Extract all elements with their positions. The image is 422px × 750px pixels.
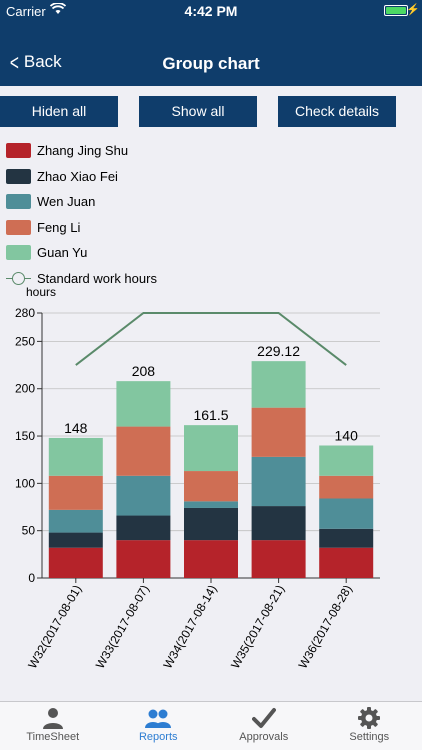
bar-total-label: 161.5	[193, 407, 228, 423]
legend-label: Zhang Jing Shu	[37, 143, 129, 159]
standard-hours-line	[75, 312, 347, 366]
y-axis-unit-label: hours	[26, 285, 57, 299]
page-title: Group chart	[162, 54, 260, 73]
bar-total-label: 148	[64, 420, 88, 436]
y-tick-label: 280	[15, 306, 35, 320]
back-label: Back	[23, 52, 62, 71]
navigation-bar: < Back Group chart	[0, 22, 422, 86]
legend-swatch	[6, 168, 31, 184]
action-buttons: Hiden all Show all Check details	[0, 96, 422, 127]
bar-segment	[48, 437, 103, 476]
tab-label: TimeSheet	[26, 731, 80, 743]
legend-swatch	[6, 194, 31, 210]
bar-segment	[116, 426, 171, 476]
bar-segment	[48, 475, 103, 510]
bar-segment	[184, 507, 238, 541]
hide-all-button[interactable]: Hiden all	[0, 96, 118, 127]
y-tick-label: 150	[15, 429, 35, 443]
bar-segment	[116, 381, 171, 427]
person-icon	[42, 708, 63, 729]
y-tick-label: 250	[15, 334, 35, 348]
bar-segment	[251, 407, 306, 457]
tab-label: Approvals	[239, 731, 289, 743]
back-button[interactable]: < Back	[8, 49, 62, 75]
bar-segment	[251, 540, 306, 578]
bar-segment	[116, 475, 171, 516]
x-tick-label: W33(2017-08-07)	[93, 583, 152, 671]
bar-segment	[251, 456, 306, 507]
tab-approvals[interactable]: Approvals	[211, 702, 317, 750]
legend-item[interactable]: Wen Juan	[6, 189, 157, 215]
show-all-button[interactable]: Show all	[139, 96, 257, 127]
legend-label: Standard work hours	[37, 270, 157, 286]
y-tick-label: 50	[22, 524, 36, 538]
bar-segment	[116, 540, 171, 578]
clock: 4:42 PM	[184, 3, 238, 19]
x-tick-label: W32(2017-08-01)	[25, 583, 84, 671]
bar-segment	[251, 506, 306, 541]
x-tick-label: W35(2017-08-21)	[228, 583, 287, 671]
bar-segment	[319, 528, 374, 548]
stacked-bar-chart: 0 50 100 150 200 250 280 148 W32(2017-08-01) 208 W…	[15, 306, 380, 671]
legend-swatch	[6, 219, 31, 235]
carrier-label: Carrier	[6, 4, 46, 19]
legend-item[interactable]: Feng Li	[6, 215, 157, 241]
y-tick-label: 0	[28, 571, 35, 585]
chevron-left-icon: <	[9, 49, 19, 75]
y-tick-label: 100	[15, 476, 35, 490]
x-tick-label: W36(2017-08-28)	[296, 583, 355, 671]
tab-bar: TimeSheet Reports Approvals Settings	[0, 701, 422, 750]
bar-segment	[319, 445, 374, 476]
bar-segment	[116, 515, 171, 541]
legend-label: Wen Juan	[37, 194, 96, 210]
x-tick-label: W34(2017-08-14)	[160, 583, 219, 671]
charging-icon: ⚡	[406, 4, 420, 16]
bar-segment	[319, 547, 374, 578]
bar-segment	[184, 471, 238, 502]
legend-item-line[interactable]: Standard work hours	[6, 266, 157, 292]
bar-total-label: 208	[132, 363, 156, 379]
bar-segment	[184, 540, 238, 578]
y-tick-label: 200	[15, 382, 35, 396]
legend-label: Feng Li	[37, 219, 81, 235]
legend-label: Zhao Xiao Fei	[37, 168, 118, 184]
wifi-icon	[50, 3, 66, 14]
chart-legend: Zhang Jing Shu Zhao Xiao Fei Wen Juan Fe…	[6, 138, 157, 291]
bar-segment	[184, 425, 238, 472]
group-icon	[145, 709, 172, 728]
gear-icon	[358, 707, 381, 729]
tab-settings[interactable]: Settings	[317, 702, 422, 750]
legend-swatch	[6, 143, 31, 159]
bar-total-label: 229.12	[257, 343, 300, 359]
line-series-marker-icon	[6, 271, 31, 286]
tab-label: Reports	[138, 731, 178, 743]
bar-total-label: 140	[335, 428, 359, 444]
bar-segment	[319, 475, 374, 499]
bar-segment	[319, 498, 374, 529]
tab-reports[interactable]: Reports	[106, 702, 212, 750]
checkmark-icon	[251, 708, 276, 728]
bar-segment	[48, 532, 103, 548]
legend-item[interactable]: Zhang Jing Shu	[6, 138, 157, 164]
legend-label: Guan Yu	[37, 245, 88, 261]
battery-icon	[384, 5, 408, 16]
legend-item[interactable]: Zhao Xiao Fei	[6, 164, 157, 190]
bar-segment	[184, 501, 238, 508]
legend-item[interactable]: Guan Yu	[6, 240, 157, 266]
status-bar: Carrier 4:42 PM ⚡	[0, 0, 422, 22]
check-details-button[interactable]: Check details	[278, 96, 396, 127]
bar-segment	[48, 509, 103, 533]
bar-segment	[48, 547, 103, 578]
bar-segment	[251, 361, 306, 408]
tab-timesheet[interactable]: TimeSheet	[0, 702, 106, 750]
tab-label: Settings	[349, 731, 390, 743]
legend-swatch	[6, 245, 31, 261]
